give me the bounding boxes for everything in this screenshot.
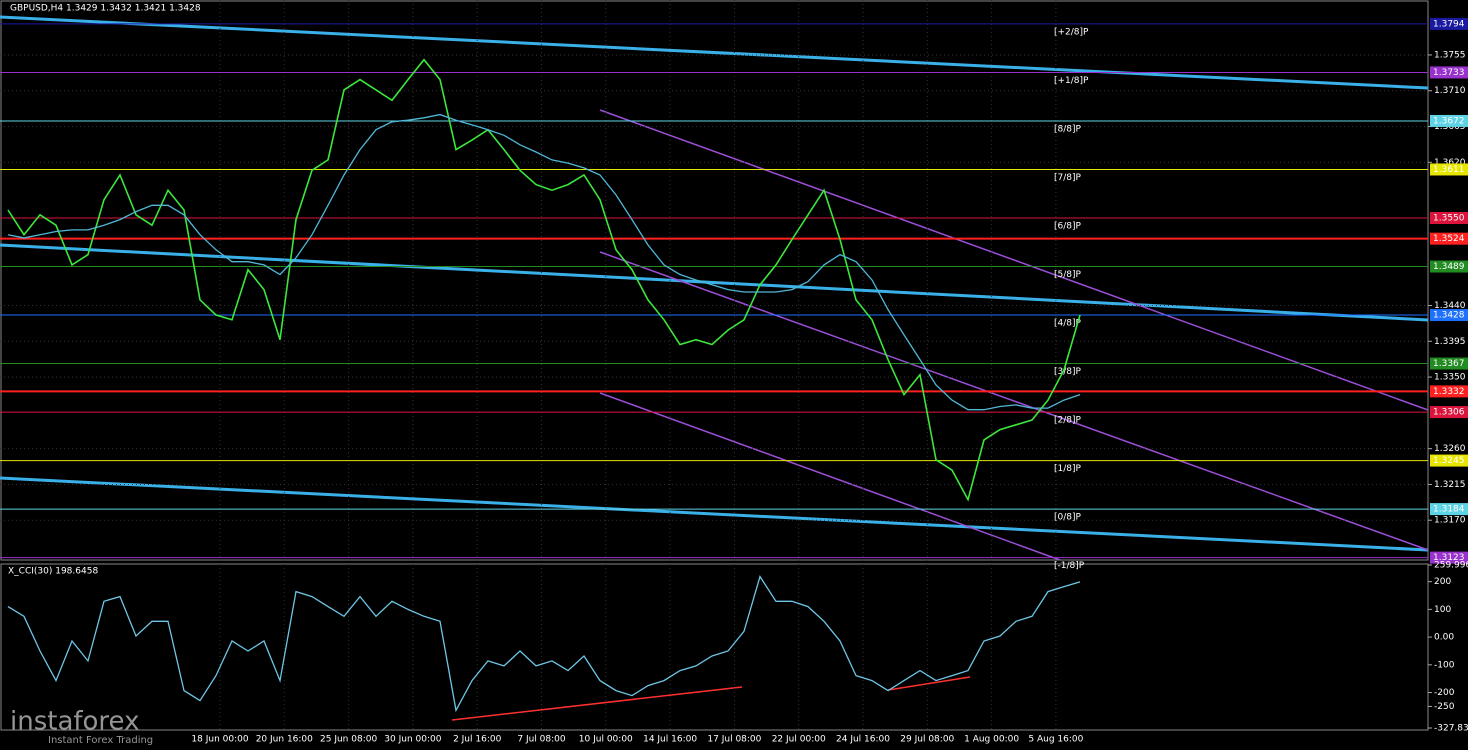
- y-tick-label: 0.00: [1434, 633, 1454, 643]
- price-box: [1430, 17, 1468, 30]
- trend-line: [0, 243, 1429, 322]
- x-tick-label: 7 Jul 08:00: [517, 735, 566, 745]
- level-label: [-1/8]P: [1054, 561, 1085, 571]
- level-label: [7/8]P: [1054, 173, 1082, 183]
- y-tick-label: 100: [1434, 605, 1451, 615]
- price-box-label: 1.3550: [1433, 213, 1465, 223]
- trend-line: [0, 15, 1429, 90]
- price-box-label: 1.3184: [1433, 505, 1465, 515]
- channel-line: [599, 392, 1061, 561]
- price-box: [1430, 385, 1468, 398]
- price-box: [1430, 114, 1468, 127]
- y-tick-label: 1.3215: [1434, 480, 1466, 490]
- x-tick-label: 20 Jun 16:00: [256, 735, 313, 745]
- y-tick-label: 1.3665: [1434, 122, 1466, 132]
- level-label: [+2/8]P: [1054, 27, 1089, 37]
- y-tick-label: 200: [1434, 577, 1451, 587]
- price-box-label: 1.3611: [1433, 165, 1465, 175]
- x-tick-label: 1 Aug 00:00: [964, 735, 1019, 745]
- y-tick-label: 1.3755: [1434, 50, 1466, 60]
- x-tick-label: 25 Jun 08:00: [320, 735, 377, 745]
- price-box: [1430, 66, 1468, 79]
- level-label: [3/8]P: [1054, 367, 1082, 377]
- x-tick-label: 22 Jul 00:00: [772, 735, 826, 745]
- price-box-label: 1.3794: [1433, 19, 1465, 29]
- price-box-label: 1.3245: [1433, 456, 1465, 466]
- y-tick-label: -250: [1434, 702, 1455, 712]
- y-tick-label: 1.3710: [1434, 86, 1466, 96]
- chart-title: GBPUSD,H4 1.3429 1.3432 1.3421 1.3428: [10, 4, 201, 14]
- y-tick-label: 1.3395: [1434, 337, 1466, 347]
- price-box-label: 1.3489: [1433, 262, 1465, 272]
- level-label: [+1/8]P: [1054, 76, 1089, 86]
- price-box: [1430, 211, 1468, 224]
- price-line: [7, 575, 1081, 713]
- price-box: [1430, 357, 1468, 370]
- x-tick-label: 10 Jul 00:00: [579, 735, 633, 745]
- y-tick-label: 1.3170: [1434, 516, 1466, 526]
- y-tick-label: -327.8321: [1434, 724, 1468, 734]
- y-tick-label: -200: [1434, 688, 1455, 698]
- x-tick-label: 24 Jul 16:00: [836, 735, 890, 745]
- x-tick-label: 18 Jun 00:00: [191, 735, 248, 745]
- price-box: [1430, 454, 1468, 467]
- level-label: [1/8]P: [1054, 464, 1082, 474]
- price-box: [1430, 503, 1468, 516]
- level-label: [2/8]P: [1054, 416, 1082, 426]
- channel-lines: [599, 109, 1429, 561]
- divergence-line: [887, 676, 971, 691]
- trend-lines: [0, 15, 1429, 552]
- main-frame: [0, 0, 1429, 561]
- y-tick-label: 1.3260: [1434, 444, 1466, 454]
- channel-line: [599, 251, 1429, 551]
- x-tick-label: 29 Jul 08:00: [900, 735, 954, 745]
- price-box-label: 1.3332: [1433, 387, 1465, 397]
- watermark-brand: instaforex: [10, 707, 139, 737]
- price-box-label: 1.3123: [1433, 553, 1465, 563]
- x-tick-label: 30 Jun 00:00: [384, 735, 441, 745]
- price-box: [1430, 232, 1468, 245]
- channel-line: [599, 109, 1429, 411]
- price-box-label: 1.3733: [1433, 68, 1465, 78]
- price-box-label: 1.3672: [1433, 116, 1465, 126]
- y-tick-label: 1.3350: [1434, 373, 1466, 383]
- level-label: [4/8]P: [1054, 319, 1082, 329]
- price-box-label: 1.3306: [1433, 408, 1465, 418]
- level-label: [8/8]P: [1054, 124, 1082, 134]
- price-box: [1430, 406, 1468, 419]
- price-line: [7, 113, 1081, 411]
- cci-title: X_CCI(30) 198.6458: [8, 567, 98, 577]
- trend-line: [0, 476, 1429, 552]
- price-box-label: 1.3428: [1433, 311, 1465, 321]
- price-box: [1430, 551, 1468, 564]
- level-label: [6/8]P: [1054, 221, 1082, 231]
- level-label: [5/8]P: [1054, 270, 1082, 280]
- divergence-lines: [451, 676, 971, 721]
- y-tick-label: -100: [1434, 660, 1455, 670]
- y-tick-label: 259.9969: [1434, 561, 1468, 571]
- y-tick-label: 1.3620: [1434, 158, 1466, 168]
- divergence-line: [451, 686, 743, 721]
- price-box-label: 1.3367: [1433, 359, 1465, 369]
- watermark-tagline: Instant Forex Trading: [48, 735, 153, 746]
- price-line: [7, 58, 1081, 502]
- x-tick-label: 17 Jul 08:00: [707, 735, 761, 745]
- price-box-label: 1.3524: [1433, 234, 1465, 244]
- price-box: [1430, 260, 1468, 273]
- price-box: [1430, 309, 1468, 322]
- x-tick-label: 2 Jul 16:00: [453, 735, 502, 745]
- x-tick-label: 14 Jul 16:00: [643, 735, 697, 745]
- price-box: [1430, 163, 1468, 176]
- y-tick-label: 1.3440: [1434, 301, 1466, 311]
- level-label: [0/8]P: [1054, 513, 1082, 523]
- x-tick-label: 5 Aug 16:00: [1028, 735, 1083, 745]
- cci-frame: [0, 563, 1429, 731]
